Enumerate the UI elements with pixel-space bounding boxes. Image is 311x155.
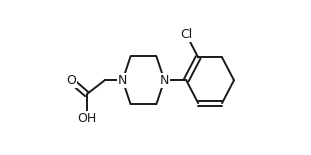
- Text: N: N: [160, 74, 169, 87]
- Text: N: N: [118, 74, 127, 87]
- Text: OH: OH: [77, 112, 96, 125]
- Text: O: O: [66, 74, 76, 87]
- Text: Cl: Cl: [180, 28, 193, 41]
